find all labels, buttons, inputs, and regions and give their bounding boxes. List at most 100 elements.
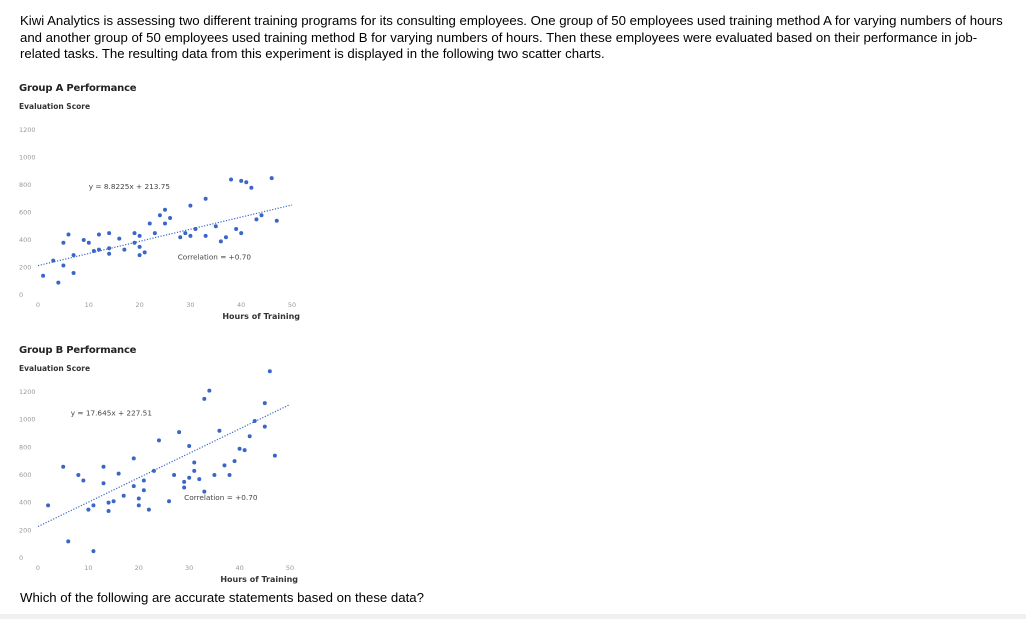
chart-b-ytick: 200 [19, 526, 31, 534]
chart-a-ytick: 800 [19, 181, 31, 189]
chart-b-data-point [101, 464, 106, 469]
chart-a-ylabel: Evaluation Score [19, 102, 91, 111]
chart-b-ylabel: Evaluation Score [19, 364, 91, 373]
chart-a-data-point [234, 227, 239, 231]
chart-b-data-point [217, 428, 222, 433]
chart-a-data-point [107, 246, 112, 251]
chart-b-title: Group B Performance [19, 345, 137, 356]
chart-b-data-point [182, 485, 187, 490]
chart-a-data-point [249, 185, 254, 190]
chart-a-data-point [168, 216, 173, 220]
chart-b-data-point [212, 473, 217, 477]
chart-b-data-point [131, 456, 136, 461]
chart-b-xtick: 40 [235, 564, 243, 572]
chart-a-data-point [213, 224, 218, 229]
chart-a-data-point [71, 253, 76, 258]
chart-b-xlabel: Hours of Training [220, 575, 298, 584]
chart-b-data-point [242, 448, 247, 453]
chart-b-data-point [172, 473, 177, 477]
chart-a-data-point [239, 178, 244, 183]
chart-b-xtick: 30 [185, 564, 193, 572]
chart-b-data-point [106, 508, 111, 513]
chart-b-ytick: 400 [19, 499, 31, 507]
chart-a-ytick: 0 [19, 291, 23, 299]
chart-a-xtick: 20 [135, 301, 143, 309]
chart-a-data-point [81, 238, 86, 242]
chart-b-xtick: 20 [135, 564, 143, 572]
chart-b-ytick: 1200 [19, 388, 36, 396]
chart-a-data-point [147, 221, 152, 226]
chart-b-xtick: 0 [36, 564, 40, 572]
chart-b-data-point [247, 434, 252, 439]
chart-b-data-point [66, 539, 71, 544]
chart-b-data-point [267, 369, 272, 374]
chart-a-xtick: 40 [237, 301, 245, 309]
chart-b-data-point [202, 396, 207, 401]
chart-b-data-point [207, 388, 212, 393]
chart-a-data-point [142, 250, 147, 255]
chart-b-data-point [136, 496, 141, 501]
chart-a-equation: y = 8.8225x + 213.75 [89, 182, 170, 191]
chart-a-data-point [71, 271, 76, 275]
chart-b-data-point [141, 488, 146, 493]
chart-b-data-point [101, 481, 106, 486]
chart-b-trendline [37, 403, 291, 528]
chart-a-data-point [229, 177, 234, 182]
chart-b-xtick: 50 [286, 564, 294, 572]
chart-a-xlabel: Hours of Training [222, 312, 300, 321]
chart-a-data-point [137, 233, 142, 238]
chart-a-data-point [51, 258, 56, 263]
chart-b-data-point [156, 438, 161, 443]
chart-b-data-point [146, 507, 151, 512]
bottom-divider [0, 614, 1026, 619]
chart-b-ytick: 0 [19, 554, 23, 562]
chart-b-data-point [111, 499, 116, 504]
chart-a-data-point [152, 231, 157, 236]
chart-a-xtick: 0 [36, 301, 40, 309]
chart-b-data-point [121, 493, 126, 498]
chart-b-data-point [252, 419, 257, 424]
chart-a-data-point [157, 213, 162, 218]
chart-a-data-point [86, 240, 91, 245]
chart-b-ytick: 800 [19, 443, 31, 451]
chart-a-data-point [96, 232, 101, 237]
chart-b-data-point [262, 424, 267, 429]
chart-b-data-point [232, 459, 237, 464]
chart-a-data-point [66, 232, 71, 237]
chart-b-data-point [167, 499, 172, 504]
chart-b-data-point [272, 453, 277, 458]
chart-b-data-point [177, 430, 182, 435]
chart-b-data-point [86, 507, 91, 512]
question-text: Which of the following are accurate stat… [20, 590, 424, 605]
chart-b-data-point [136, 503, 141, 508]
chart-b-data-point [106, 500, 111, 505]
chart-a-data-point [239, 231, 244, 236]
chart-b-plot: 0 200 400 600 800 1000 1200 0 10 20 30 40 50 Hours of… [19, 369, 298, 584]
chart-b-ytick: 1000 [19, 416, 36, 424]
chart-a-data-point [61, 240, 66, 245]
chart-b-data-point [81, 478, 86, 483]
chart-b-data-point [202, 489, 207, 494]
chart-b-data-point [187, 443, 192, 448]
chart-b-equation: y = 17.645x + 227.51 [71, 409, 152, 418]
chart-b-correlation: Correlation = +0.70 [184, 493, 258, 502]
chart-a-data-point [107, 231, 112, 236]
chart-a-data-point [178, 235, 183, 240]
chart-a-data-point [244, 180, 249, 185]
chart-b-data-point [151, 468, 156, 473]
chart-a-title: Group A Performance [19, 83, 137, 94]
chart-a-data-point [56, 280, 61, 285]
chart-a-data-point [203, 233, 208, 238]
chart-a-data-point [137, 244, 142, 249]
chart-b-data-point [222, 463, 227, 468]
chart-a-ytick: 600 [19, 209, 31, 217]
chart-a-data-point [218, 239, 223, 244]
chart-b-ytick: 600 [19, 471, 31, 479]
chart-a-trendline [37, 204, 293, 267]
chart-b-data-point [131, 484, 136, 489]
chart-b-data-point [237, 446, 242, 451]
chart-a-data-point [203, 196, 208, 201]
chart-b-data-point [192, 460, 197, 465]
chart-a-data-point [223, 235, 228, 240]
chart-b-data-point [46, 503, 51, 508]
